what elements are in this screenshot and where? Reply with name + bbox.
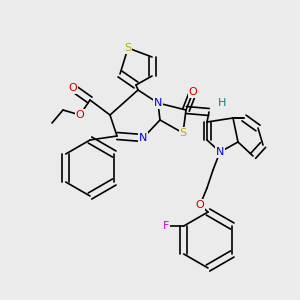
Text: S: S	[179, 128, 187, 138]
Text: H: H	[218, 98, 226, 108]
Text: O: O	[69, 83, 77, 93]
Text: O: O	[76, 110, 84, 120]
Text: F: F	[163, 221, 169, 231]
Text: O: O	[189, 87, 197, 97]
Text: N: N	[154, 98, 162, 108]
Text: N: N	[216, 147, 224, 157]
Text: O: O	[196, 200, 204, 210]
Text: N: N	[139, 133, 147, 143]
Text: S: S	[124, 43, 132, 53]
